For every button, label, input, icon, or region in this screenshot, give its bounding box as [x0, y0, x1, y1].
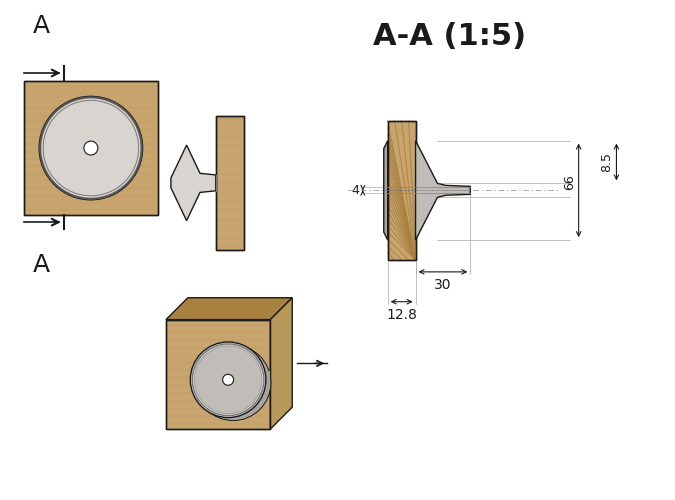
Bar — [387, 120, 416, 260]
Bar — [387, 120, 416, 260]
Polygon shape — [171, 145, 216, 220]
Text: A-A (1:5): A-A (1:5) — [373, 22, 526, 50]
Polygon shape — [416, 140, 470, 240]
Bar — [216, 116, 244, 250]
Text: 12.8: 12.8 — [386, 308, 417, 322]
Text: 4: 4 — [351, 184, 359, 197]
Text: A: A — [33, 253, 50, 277]
Polygon shape — [195, 371, 271, 388]
Ellipse shape — [223, 374, 234, 385]
Polygon shape — [384, 140, 387, 240]
Polygon shape — [271, 298, 292, 429]
Text: 8.5: 8.5 — [601, 152, 614, 172]
Bar — [24, 81, 158, 215]
Text: A: A — [33, 14, 50, 38]
Ellipse shape — [39, 96, 142, 200]
Text: 30: 30 — [434, 278, 452, 292]
Text: 66: 66 — [563, 174, 576, 190]
Bar — [24, 81, 158, 215]
Ellipse shape — [194, 346, 262, 414]
Ellipse shape — [84, 141, 98, 155]
Ellipse shape — [190, 342, 266, 417]
Bar — [166, 320, 271, 429]
Polygon shape — [166, 298, 292, 320]
Bar — [166, 320, 271, 429]
Ellipse shape — [195, 345, 271, 420]
Ellipse shape — [43, 100, 138, 196]
Bar — [216, 116, 244, 250]
